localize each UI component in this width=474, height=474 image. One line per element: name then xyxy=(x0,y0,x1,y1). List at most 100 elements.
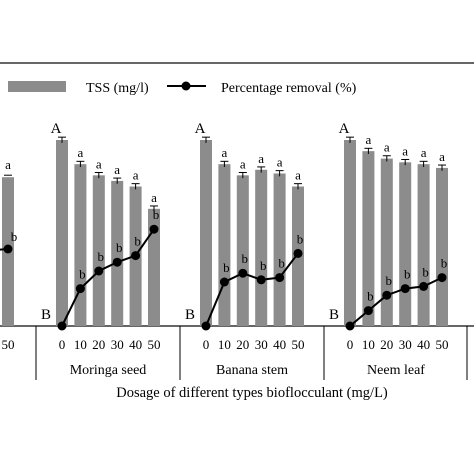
tick-label: 50 xyxy=(436,337,449,352)
bar xyxy=(74,164,87,326)
x-axis-label: Dosage of different types bioflocculant … xyxy=(116,385,388,401)
group-label: Moringa seed xyxy=(70,363,147,378)
series-line xyxy=(205,252,299,327)
tick-label: 0 xyxy=(203,337,210,352)
group-label: Neem leaf xyxy=(367,363,425,378)
bar xyxy=(399,162,412,326)
bar-letter: a xyxy=(366,132,372,147)
bar xyxy=(218,164,231,326)
tick-label: 20 xyxy=(380,337,393,352)
data-point xyxy=(149,224,159,234)
bar-letter: a xyxy=(151,190,157,205)
bar-letter: A xyxy=(195,121,206,137)
data-point xyxy=(293,248,303,258)
bar-letter: a xyxy=(421,145,427,160)
bar-letter: a xyxy=(240,156,246,171)
bar-letter: A xyxy=(51,121,62,137)
bar-letter: a xyxy=(277,154,283,169)
bar-letter: a xyxy=(258,151,264,166)
point-letter: b xyxy=(367,289,374,304)
data-point xyxy=(363,306,373,316)
point-letter: b xyxy=(11,229,18,244)
data-point xyxy=(3,244,13,254)
point-letter: b xyxy=(98,249,105,264)
bar-letter: a xyxy=(439,149,445,164)
point-letter: b xyxy=(260,258,267,273)
legend-bar-label: TSS (mg/l) xyxy=(86,81,149,96)
tick-label: 20 xyxy=(236,337,249,352)
bar-letter: a xyxy=(222,145,228,160)
point-letter: b xyxy=(223,260,230,275)
bar xyxy=(148,208,160,326)
data-point xyxy=(419,281,429,291)
tick-label: 40 xyxy=(129,337,142,352)
tick-label: 30 xyxy=(399,337,412,352)
point-letter: b xyxy=(79,267,86,282)
point-letter: b xyxy=(441,256,448,271)
data-point xyxy=(382,290,392,300)
tick-label: 20 xyxy=(92,337,105,352)
tick-label: 50 xyxy=(292,337,305,352)
tick-label: 10 xyxy=(218,337,231,352)
bar xyxy=(236,175,249,326)
bar xyxy=(380,158,393,326)
bar xyxy=(56,140,68,326)
point-letter: B xyxy=(329,307,339,323)
bar-letter: a xyxy=(114,162,120,177)
data-point xyxy=(437,273,447,283)
tick-label: 0 xyxy=(347,337,354,352)
series-line xyxy=(61,228,155,327)
point-letter: b xyxy=(386,273,393,288)
tick-label: 50 xyxy=(148,337,161,352)
bar-letter: a xyxy=(78,145,84,160)
data-point xyxy=(219,277,229,287)
bar-letter: A xyxy=(339,121,350,137)
tick-label: 30 xyxy=(111,337,124,352)
bar xyxy=(111,180,124,326)
tick-label: 10 xyxy=(362,337,375,352)
data-point xyxy=(275,273,285,283)
point-letter: b xyxy=(242,251,249,266)
bar-letter: a xyxy=(96,156,102,171)
bar-letter: a xyxy=(5,157,11,172)
bar xyxy=(92,175,105,326)
point-letter: b xyxy=(278,256,285,271)
data-point xyxy=(112,257,122,267)
point-letter: B xyxy=(41,307,51,323)
bar xyxy=(436,167,448,326)
point-letter: b xyxy=(153,207,160,222)
tick-label: 30 xyxy=(255,337,268,352)
point-letter: b xyxy=(297,231,304,246)
data-point xyxy=(201,321,211,331)
point-letter: b xyxy=(404,267,411,282)
bar-letter: a xyxy=(295,168,301,183)
tick-label: 40 xyxy=(417,337,430,352)
data-point xyxy=(94,266,104,276)
bar xyxy=(362,151,375,326)
tick-label: 40 xyxy=(273,337,286,352)
bar xyxy=(344,140,356,326)
bar xyxy=(200,140,212,326)
bar xyxy=(255,169,268,326)
bar-letter: a xyxy=(384,140,390,155)
data-point xyxy=(345,321,355,331)
point-letter: b xyxy=(116,240,123,255)
data-point xyxy=(400,284,410,294)
point-letter: b xyxy=(422,264,429,279)
bar-letter: a xyxy=(402,143,408,158)
legend-line-label: Percentage removal (%) xyxy=(221,81,357,96)
point-letter: b xyxy=(134,234,141,249)
bar xyxy=(273,173,286,326)
bar xyxy=(417,164,430,326)
tick-label: 50 xyxy=(2,337,15,352)
tick-label: 0 xyxy=(59,337,66,352)
data-point xyxy=(57,321,67,331)
group-label: Banana stem xyxy=(216,363,288,378)
legend-bar-swatch xyxy=(8,81,66,92)
data-point xyxy=(238,268,248,278)
tick-label: 10 xyxy=(74,337,87,352)
bar-letter: a xyxy=(133,168,139,183)
legend-line-marker xyxy=(181,81,191,91)
